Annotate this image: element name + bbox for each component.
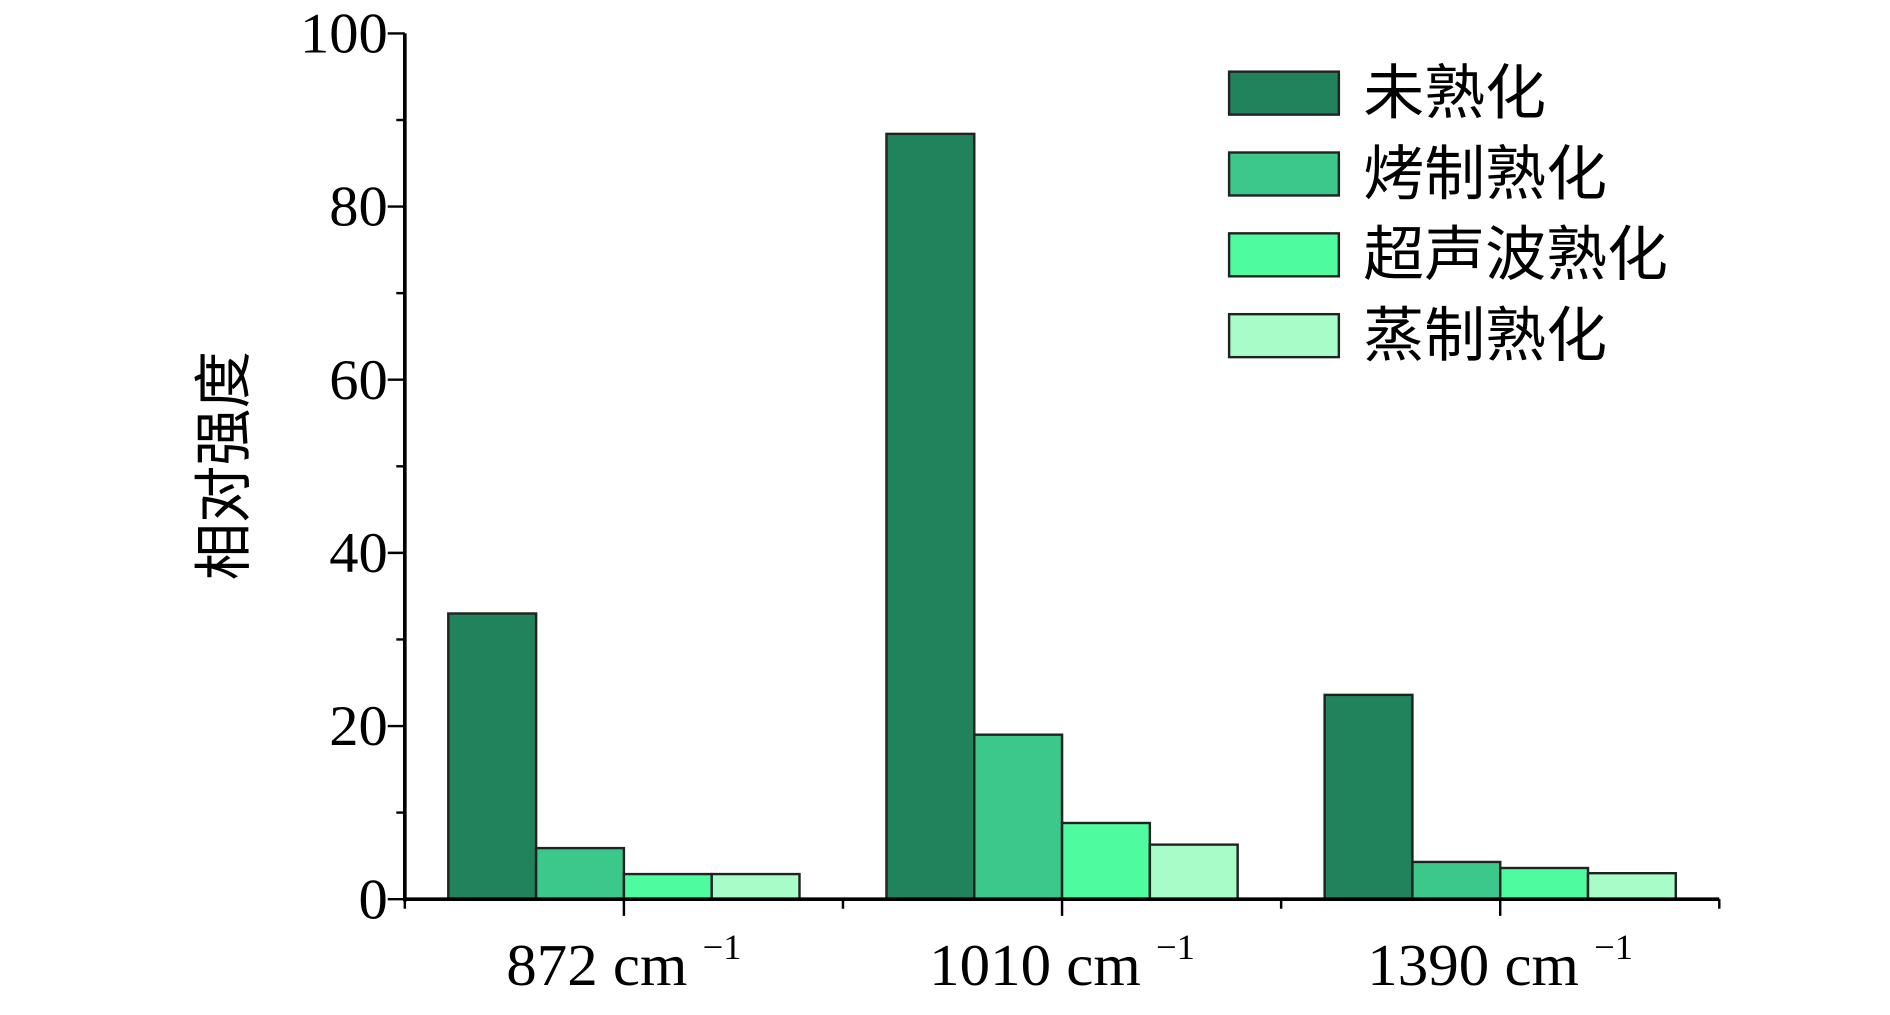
bar (447, 612, 538, 901)
bar (1323, 693, 1414, 901)
legend-label: 蒸制熟化 (1363, 304, 1607, 370)
legend-swatch (1227, 312, 1341, 359)
bar (710, 872, 801, 901)
bar (1498, 866, 1590, 901)
bar (1060, 821, 1152, 901)
bar (885, 132, 976, 901)
axes: 872 cm −1 1010 cm −1 1390 cm −1 0 20 40 60 80 10… (300, 1, 1721, 999)
bar (1586, 872, 1678, 901)
y-tick-label: 60 (329, 347, 388, 411)
legend-label: 未熟化 (1363, 61, 1546, 127)
bar (534, 846, 626, 901)
y-tick-label: 20 (329, 694, 388, 758)
y-axis-label: 相对强度 (191, 351, 257, 580)
bar (622, 872, 713, 901)
bar (1411, 860, 1502, 901)
legend-label: 超声波熟化 (1363, 223, 1668, 289)
bar (973, 733, 1064, 901)
legend-swatch (1227, 232, 1341, 278)
y-tick-label: 80 (329, 174, 388, 238)
x-tick-label: 1390 cm −1 (1367, 927, 1633, 999)
y-tick-label: 0 (359, 867, 388, 931)
y-tick-label: 100 (300, 1, 388, 65)
x-tick-label: 872 cm −1 (506, 927, 741, 999)
legend-label: 烤制熟化 (1363, 142, 1607, 208)
legend-swatch (1227, 70, 1341, 116)
x-tick-label: 1010 cm −1 (929, 927, 1195, 999)
y-tick-label: 40 (329, 521, 388, 585)
legend-swatch (1227, 151, 1341, 197)
bar (1148, 843, 1239, 901)
